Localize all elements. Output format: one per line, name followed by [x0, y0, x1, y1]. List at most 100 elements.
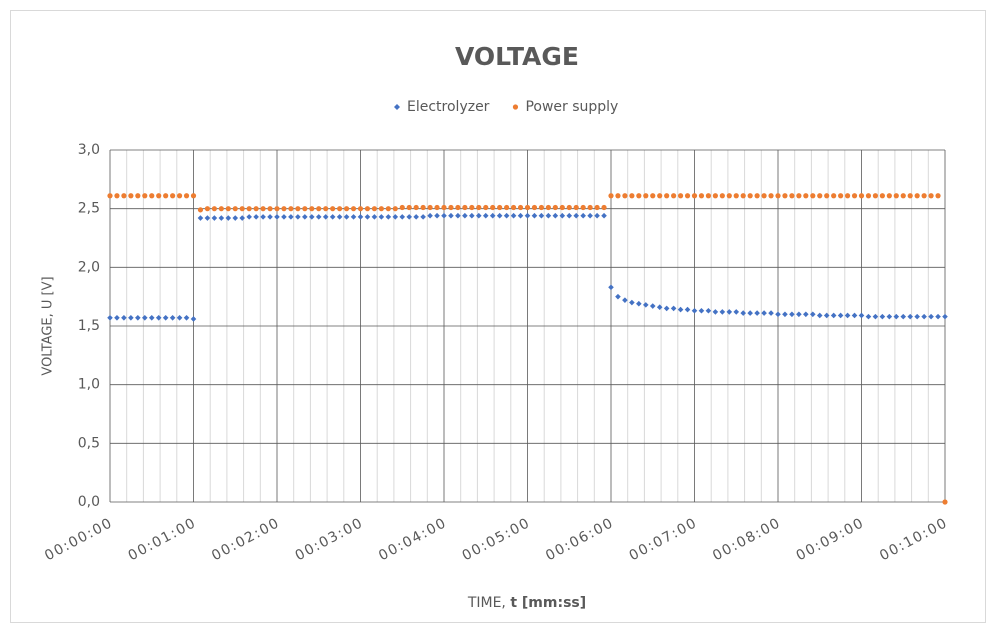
data-point — [817, 193, 823, 199]
data-point — [775, 193, 781, 199]
data-point — [427, 212, 433, 219]
data-point — [148, 314, 155, 321]
data-point — [476, 204, 482, 211]
data-point — [872, 193, 879, 199]
data-point — [350, 214, 357, 220]
data-point — [900, 313, 907, 320]
data-point — [698, 307, 705, 314]
data-point — [803, 311, 809, 318]
data-point — [636, 193, 642, 199]
data-point — [629, 299, 635, 306]
data-point — [566, 212, 573, 219]
data-point — [517, 212, 524, 219]
data-point — [469, 204, 475, 211]
y-tick-label: 2,0 — [78, 259, 100, 275]
data-point — [566, 204, 572, 211]
data-point — [524, 204, 531, 211]
data-point — [677, 306, 684, 313]
data-point — [754, 193, 760, 199]
data-point — [886, 193, 892, 199]
data-point — [552, 212, 559, 219]
data-point — [601, 204, 607, 211]
data-point — [141, 314, 148, 321]
data-point — [176, 193, 183, 199]
data-point — [482, 212, 489, 219]
data-point — [775, 311, 781, 318]
legend-marker — [394, 104, 400, 110]
data-point — [274, 206, 280, 212]
data-point — [211, 206, 217, 212]
data-point — [733, 309, 740, 315]
data-point — [608, 193, 614, 199]
data-point — [719, 309, 726, 315]
data-point — [893, 193, 899, 199]
data-point — [343, 214, 350, 220]
data-point — [225, 206, 231, 212]
data-point — [545, 204, 551, 211]
data-point — [531, 212, 538, 219]
data-point — [330, 206, 336, 212]
data-point — [796, 193, 802, 199]
data-point — [761, 310, 767, 316]
data-point — [274, 214, 280, 220]
data-point — [726, 193, 732, 199]
legend-label: Power supply — [525, 99, 618, 115]
data-point — [517, 204, 524, 211]
data-point — [816, 312, 823, 319]
x-axis-title: TIME, t [mm:ss] — [467, 595, 586, 611]
data-point — [302, 214, 308, 220]
data-point — [329, 214, 336, 220]
data-point — [163, 193, 169, 199]
data-point — [211, 215, 218, 221]
legend-label: Electrolyzer — [407, 99, 490, 115]
data-point — [121, 314, 127, 321]
data-point — [392, 206, 398, 212]
data-point — [622, 297, 628, 303]
y-tick-label: 0,5 — [78, 435, 100, 451]
data-point — [462, 212, 468, 219]
data-point — [573, 212, 580, 219]
data-point — [622, 193, 628, 199]
data-point — [726, 309, 733, 315]
data-point — [670, 305, 677, 312]
data-point — [824, 193, 830, 199]
data-point — [510, 204, 517, 211]
data-point — [155, 314, 162, 321]
data-point — [399, 204, 405, 211]
data-point — [253, 206, 259, 212]
data-point — [378, 206, 384, 212]
data-point — [705, 193, 712, 199]
legend-marker — [512, 104, 519, 110]
data-point — [448, 204, 454, 211]
data-point — [796, 311, 802, 318]
data-point — [413, 204, 419, 211]
data-point — [246, 214, 252, 220]
data-point — [552, 204, 558, 211]
data-point — [650, 193, 656, 199]
data-point — [288, 214, 294, 220]
data-point — [364, 206, 371, 212]
data-point — [114, 314, 120, 321]
data-point — [740, 193, 746, 199]
data-point — [914, 193, 920, 199]
data-point — [782, 311, 788, 318]
data-point — [253, 214, 259, 220]
data-point — [371, 214, 378, 220]
data-point — [851, 193, 858, 199]
data-point — [601, 212, 607, 219]
data-point — [190, 316, 197, 322]
data-point — [803, 193, 809, 199]
data-point — [497, 204, 503, 211]
data-point — [823, 312, 830, 319]
data-point — [942, 313, 948, 320]
data-point — [663, 305, 670, 312]
data-point — [524, 212, 531, 219]
data-point — [162, 314, 169, 321]
data-point — [629, 193, 635, 199]
data-point — [858, 312, 865, 319]
data-point — [691, 307, 698, 314]
data-point — [844, 312, 851, 319]
data-point — [420, 214, 426, 220]
data-point — [643, 193, 649, 199]
data-point — [810, 193, 816, 199]
